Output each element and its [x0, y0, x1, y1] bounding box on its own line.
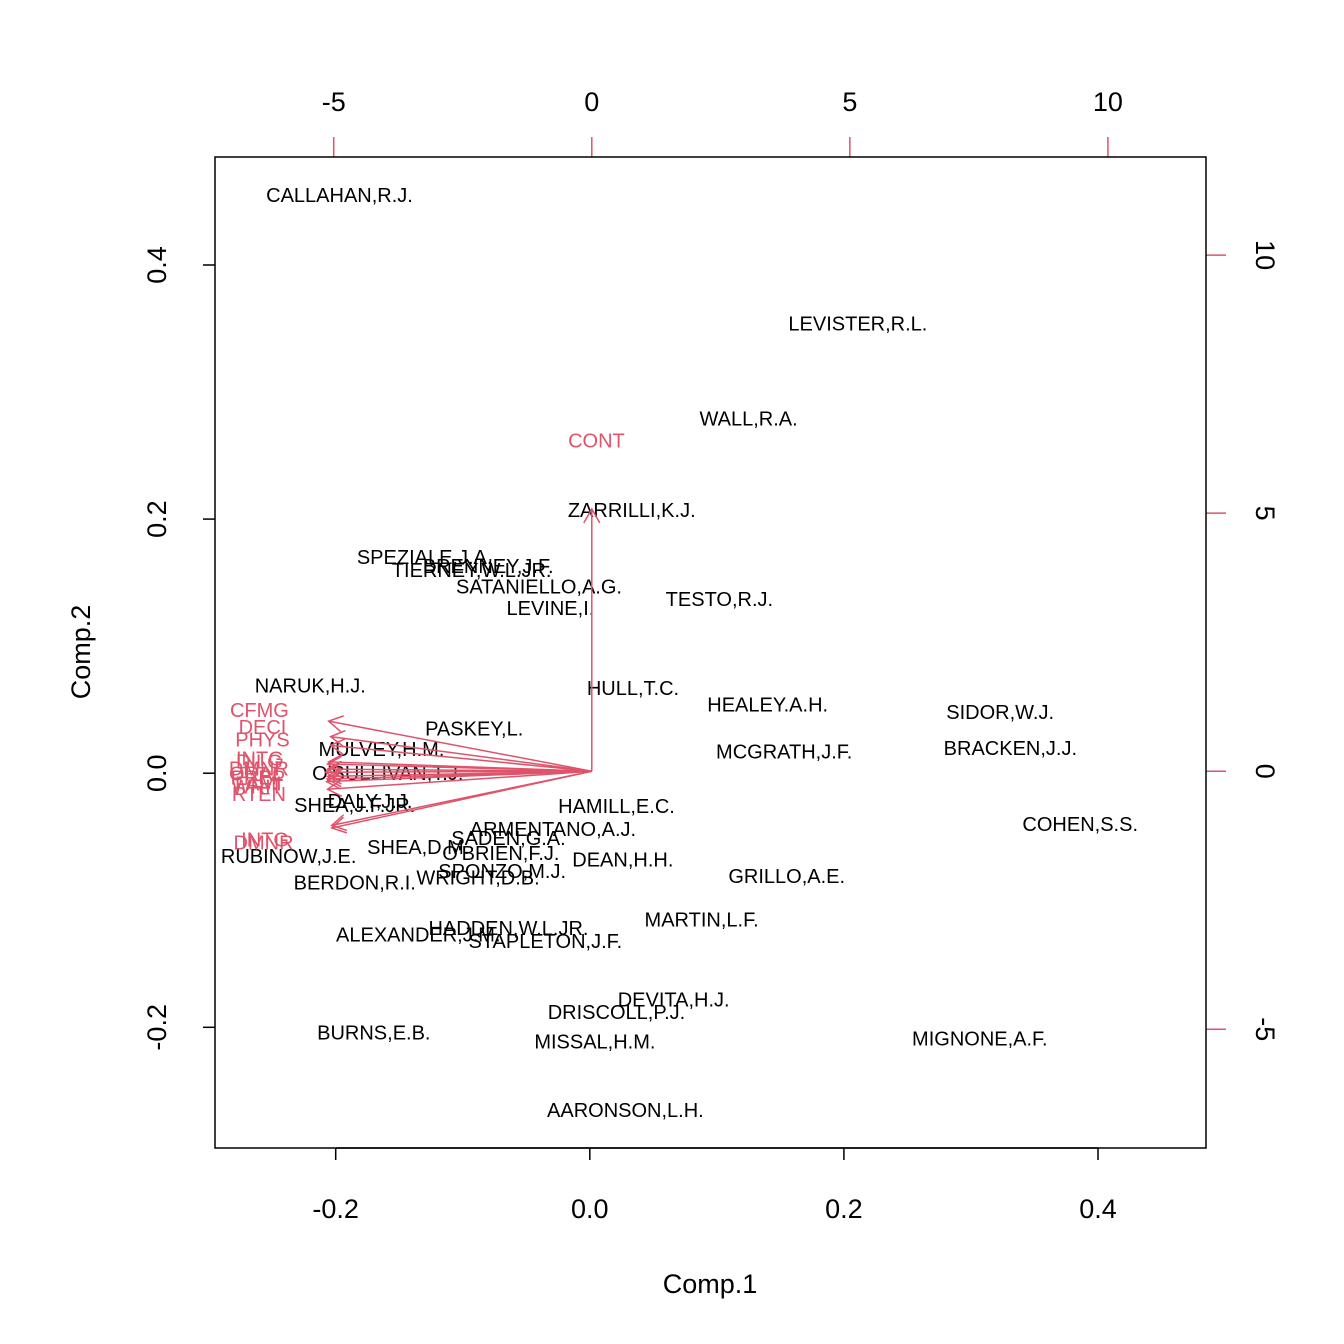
vector-arrowhead	[330, 816, 348, 834]
point-label: DEAN,H.H.	[572, 850, 673, 872]
x-tick-label: 0.4	[1079, 1194, 1117, 1224]
point-labels: CALLAHAN,R.J. LEVISTER,R.L. WALL,R.A. ZARRI…	[221, 185, 1138, 1122]
point-label: SPONZO,M.J.	[438, 861, 566, 883]
point-label: DALY,J.J.	[328, 791, 413, 813]
top-tick-label: -5	[322, 87, 346, 117]
point-label: SPEZIALE,J.A.	[357, 547, 493, 569]
y-axis-title: Comp.2	[66, 605, 96, 700]
vector-label: WRIT	[232, 777, 283, 799]
y-tick-label: 0.2	[142, 500, 172, 538]
point-label: CALLAHAN,R.J.	[266, 185, 413, 207]
vector-line	[331, 770, 592, 829]
point-label: WRIGHT,D.B.	[416, 867, 539, 889]
x-tick-label: -0.2	[312, 1194, 359, 1224]
vector-label: INTG	[236, 748, 284, 770]
vector-arrowhead	[330, 814, 348, 832]
vector-arrowhead	[324, 772, 341, 790]
point-label: TESTO,R.J.	[666, 589, 773, 611]
top-tick-label: 0	[584, 87, 599, 117]
top-tick-label: 10	[1093, 87, 1123, 117]
right-tick-label: 0	[1250, 764, 1280, 779]
point-label: BERDON,R.I.	[294, 872, 416, 894]
vector-arrowhead	[327, 753, 344, 772]
vector-arrowhead	[326, 779, 343, 797]
point-label: TIERNEY,W.L.JR.	[392, 560, 552, 582]
vector-line	[325, 770, 592, 773]
right-tick-label: 10	[1250, 240, 1280, 270]
vector-arrowhead	[329, 738, 346, 756]
x-axis-title: Comp.1	[663, 1269, 758, 1299]
vector-label: FAMI	[235, 774, 282, 796]
point-label: O'BRIEN,F.J.	[442, 843, 559, 865]
x-tick-label: 0.0	[571, 1194, 609, 1224]
point-label: GRILLO,A.E.	[728, 866, 845, 888]
point-label: HAMILL,E.C.	[558, 796, 675, 818]
point-label: RUBINOW,J.E.	[221, 846, 357, 868]
point-label: BRACKEN,J.J.	[944, 738, 1077, 760]
vector-label: DILG	[236, 751, 283, 773]
point-label: BURNS,E.B.	[317, 1022, 430, 1044]
point-label: DEVITA,H.J.	[618, 989, 730, 1011]
point-label: BRENNEY,J.F.	[423, 556, 554, 578]
vector-line	[327, 770, 592, 791]
point-label: MIGNONE,A.F.	[912, 1029, 1048, 1051]
point-label: NARUK,H.J.	[255, 676, 366, 698]
y-tick-label: -0.2	[142, 1004, 172, 1051]
point-label: HEALEY.A.H.	[707, 695, 828, 717]
right-axis: -5 0 5 10	[1206, 240, 1280, 1041]
vector-line	[327, 763, 592, 772]
point-label: SADEN,G.A.	[451, 828, 565, 850]
point-label: SATANIELLO,A.G.	[456, 576, 622, 598]
point-label: PASKEY,L.	[425, 719, 523, 741]
vector-line	[330, 744, 592, 772]
point-label: LEVINE,I.	[507, 598, 595, 620]
vector-label: CONT	[568, 430, 625, 452]
vector-label: DECI	[239, 717, 287, 739]
point-label: ARMENTANO,A.J.	[470, 819, 636, 841]
point-label: COHEN,S.S.	[1022, 814, 1138, 836]
vector-line	[328, 720, 592, 772]
right-tick-label: -5	[1250, 1017, 1280, 1041]
point-label: ALEXANDER,J.M.	[336, 925, 500, 947]
loading-vectors: CONTCFMGDECIPHYSINTGDILGDMNRPREPFAMIORAL…	[229, 430, 625, 854]
plot-frame	[214, 156, 1207, 1149]
point-label: STAPLETON,J.F.	[468, 931, 622, 953]
point-label: MARTIN,L.F.	[645, 909, 759, 931]
vector-label: CFMG	[230, 700, 289, 722]
point-label: MISSAL,H.M.	[534, 1031, 655, 1053]
vector-label: DMNR	[229, 759, 289, 781]
vector-arrowhead	[327, 715, 344, 733]
left-axis: -0.2 0.0 0.2 0.4	[142, 246, 215, 1051]
vector-arrowhead	[329, 729, 346, 747]
point-label: ZARRILLI,K.J.	[568, 500, 696, 522]
right-tick-label: 5	[1250, 506, 1280, 521]
vector-arrowhead	[323, 763, 340, 781]
vector-label: INTG	[241, 829, 289, 851]
vector-label: PHYS	[235, 730, 289, 752]
vector-line	[326, 770, 592, 783]
vector-line	[330, 735, 592, 772]
point-label: SIDOR,W.J.	[946, 702, 1054, 724]
x-tick-label: 0.2	[825, 1194, 863, 1224]
vector-label: PREP	[231, 767, 285, 789]
vector-label: ORAL	[229, 763, 283, 785]
vector-label: DMNR	[234, 832, 294, 854]
point-label: WALL,R.A.	[700, 409, 798, 431]
point-label: SHEA,J.F.JR.	[294, 795, 415, 817]
point-label: MCGRATH,J.F.	[716, 742, 852, 764]
bottom-axis: -0.2 0.0 0.2 0.4	[312, 1147, 1117, 1224]
vector-arrowhead	[583, 507, 601, 524]
point-label: DRISCOLL,P.J.	[548, 1002, 685, 1024]
point-label: AARONSON,L.H.	[547, 1100, 704, 1122]
point-label: SHEA,D.M.	[367, 837, 469, 859]
point-label: LEVISTER,R.L.	[788, 313, 927, 335]
top-tick-label: 5	[842, 87, 857, 117]
y-tick-label: 0.4	[142, 246, 172, 284]
point-label: HULL,T.C.	[587, 678, 679, 700]
y-tick-label: 0.0	[142, 754, 172, 792]
point-label: HADDEN,W.L.JR.	[428, 918, 588, 940]
vector-label: RTEN	[232, 784, 286, 806]
top-axis: -5 0 5 10	[322, 87, 1123, 157]
